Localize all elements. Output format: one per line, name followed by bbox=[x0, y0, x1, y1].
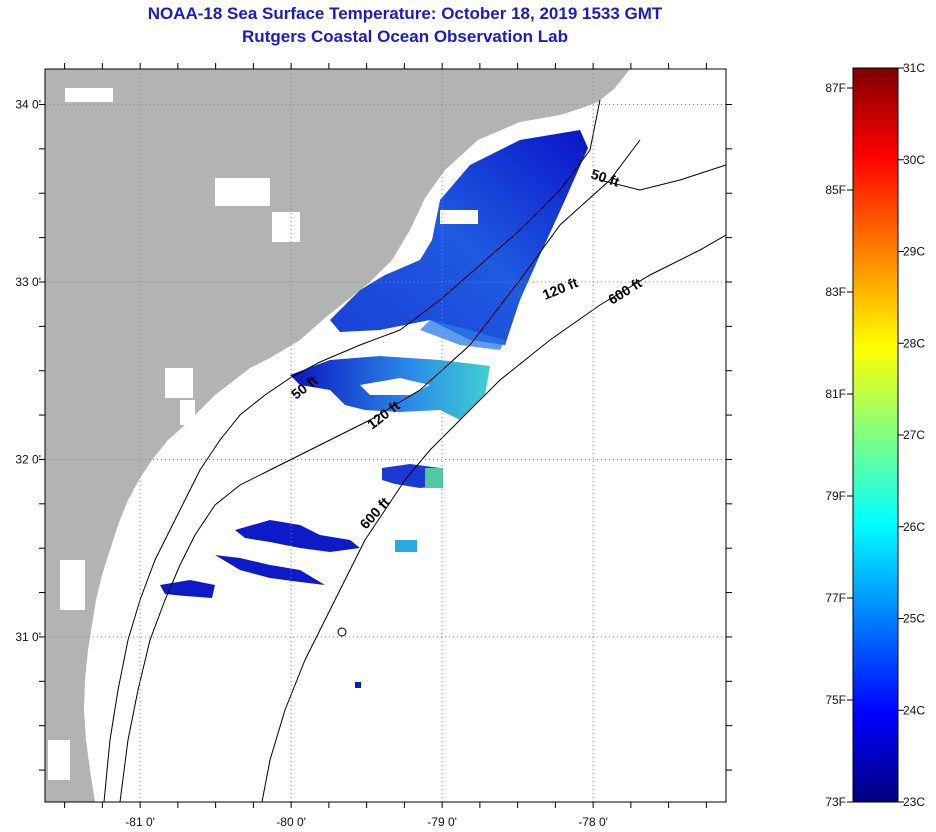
graticule bbox=[45, 69, 726, 802]
sst-patch-south-1 bbox=[235, 520, 360, 552]
lat-tick-label: 34 0' bbox=[15, 97, 41, 111]
map-subtitle: Rutgers Coastal Ocean Observation Lab bbox=[242, 27, 568, 46]
map-axes: -81 0' -80 0' -79 0' -78 0' 34 0' 33 0' 32 0' 3… bbox=[15, 63, 732, 829]
colorbar-label-celsius: 25C bbox=[903, 612, 925, 626]
sst-patch-south-2 bbox=[215, 555, 325, 585]
colorbar-label-fahrenheit: 87F bbox=[825, 81, 846, 95]
land-mass bbox=[45, 69, 630, 802]
map-border bbox=[44, 68, 727, 803]
colorbar-label-celsius: 24C bbox=[903, 703, 925, 717]
colorbar-label-fahrenheit: 77F bbox=[825, 591, 846, 605]
colorbar-label-fahrenheit: 81F bbox=[825, 387, 846, 401]
map-title: NOAA-18 Sea Surface Temperature: October… bbox=[147, 4, 663, 23]
cloud-gap bbox=[360, 378, 430, 395]
lon-tick-label: -78 0' bbox=[578, 815, 608, 829]
colorbar-label-celsius: 31C bbox=[903, 61, 925, 75]
lon-tick-label: -79 0' bbox=[427, 815, 457, 829]
bathymetry-seamount bbox=[337, 627, 347, 637]
colorbar-label-celsius: 30C bbox=[903, 153, 925, 167]
colorbar-label-fahrenheit: 85F bbox=[825, 183, 846, 197]
sst-patch-south-3 bbox=[160, 580, 215, 598]
colorbar-label-fahrenheit: 75F bbox=[825, 693, 846, 707]
lon-tick-label: -80 0' bbox=[276, 815, 306, 829]
sst-swath-north bbox=[330, 130, 588, 345]
colorbar-label-celsius: 27C bbox=[903, 428, 925, 442]
colorbar-label-celsius: 23C bbox=[903, 795, 925, 809]
colorbar-label-celsius: 28C bbox=[903, 336, 925, 350]
colorbar bbox=[852, 67, 899, 803]
sst-patch-cyan bbox=[395, 540, 417, 552]
sst-swath-north-warm bbox=[420, 320, 505, 350]
lat-tick-label: 32 0' bbox=[15, 452, 41, 466]
colorbar-label-fahrenheit: 83F bbox=[825, 285, 846, 299]
colorbar-ticks: 31C 30C 29C 28C 27C 26C 25C 24C 23C 87F 85F 83F 81F 7… bbox=[825, 61, 925, 809]
colorbar-label-fahrenheit: 79F bbox=[825, 489, 846, 503]
lat-tick-label: 31 0' bbox=[15, 630, 41, 644]
bathymetry-contours bbox=[103, 99, 726, 802]
colorbar-label-celsius: 29C bbox=[903, 245, 925, 259]
sst-patch-warm bbox=[425, 468, 443, 488]
colorbar-label-fahrenheit: 73F bbox=[825, 795, 846, 809]
colorbar-label-celsius: 26C bbox=[903, 520, 925, 534]
land-cloud-patches bbox=[48, 88, 300, 780]
cloud-gap bbox=[440, 210, 478, 224]
lat-tick-label: 33 0' bbox=[15, 275, 41, 289]
sst-pixel bbox=[355, 682, 361, 688]
lon-tick-label: -81 0' bbox=[125, 815, 155, 829]
